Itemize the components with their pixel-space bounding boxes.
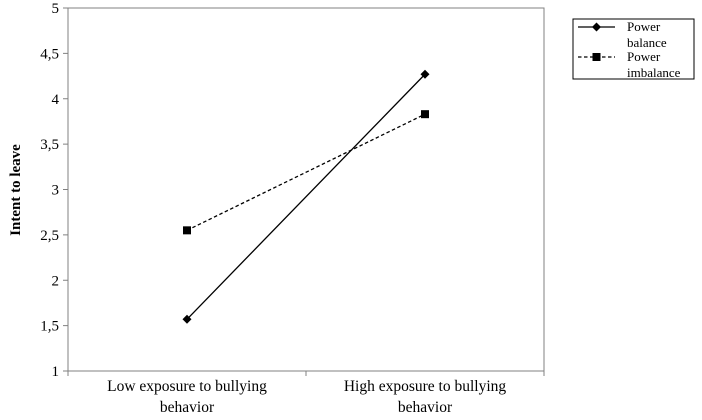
y-tick-label: 1,5	[40, 319, 59, 335]
y-tick-label: 3	[52, 183, 60, 199]
x-category-label: Low exposure to bullying behavior	[107, 378, 267, 416]
y-tick-label: 2,5	[40, 228, 59, 244]
y-tick-label: 4	[52, 92, 60, 108]
series-lines	[186, 73, 426, 320]
data-point-1-1	[421, 110, 429, 119]
series-line-1	[186, 113, 426, 231]
y-tick-label: 3,5	[40, 137, 59, 153]
y-tick-label: 1	[52, 364, 60, 380]
legend-marker-0	[592, 22, 601, 32]
legend-box	[572, 18, 695, 80]
y-tick-label: 2	[52, 273, 60, 289]
legend-label-0: Power balance	[627, 19, 667, 50]
series-markers	[182, 69, 430, 324]
plot-area	[67, 7, 545, 372]
y-tick-label: 5	[52, 1, 60, 17]
series-line-0	[186, 73, 426, 320]
legend-marker-1	[592, 53, 601, 61]
y-axis: 1 1,5 2 2,5 3 3,5 4 4,5 5	[40, 1, 68, 380]
y-axis-label: Intent to leave	[8, 144, 24, 236]
legend-label-1: Power imbalance	[627, 49, 681, 80]
x-axis: Low exposure to bullying behavior High exp…	[67, 371, 545, 416]
data-point-0-0	[182, 314, 192, 324]
data-point-1-0	[183, 226, 191, 235]
x-category-label: High exposure to bullying behavior	[344, 378, 507, 416]
y-tick-label: 4,5	[40, 46, 59, 62]
data-point-0-1	[420, 69, 430, 79]
